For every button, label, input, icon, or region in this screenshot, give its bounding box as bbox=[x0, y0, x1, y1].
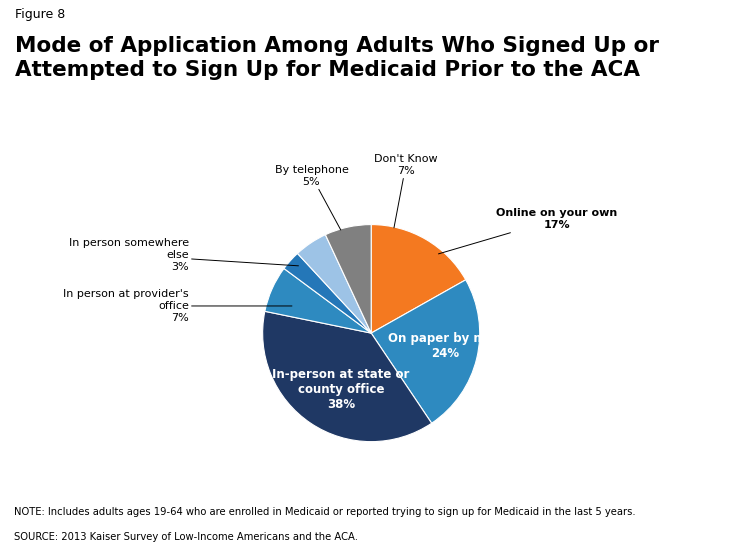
Wedge shape bbox=[371, 225, 466, 333]
Wedge shape bbox=[298, 235, 371, 333]
Wedge shape bbox=[284, 253, 371, 333]
Wedge shape bbox=[371, 280, 480, 423]
Wedge shape bbox=[265, 268, 371, 333]
Text: In person at provider's
office
7%: In person at provider's office 7% bbox=[63, 289, 292, 322]
Text: In-person at state or
county office
38%: In-person at state or county office 38% bbox=[272, 368, 409, 411]
Text: On paper by mail
24%: On paper by mail 24% bbox=[388, 332, 502, 360]
Text: NOTE: Includes adults ages 19-64 who are enrolled in Medicaid or reported trying: NOTE: Includes adults ages 19-64 who are… bbox=[13, 507, 635, 517]
Wedge shape bbox=[262, 311, 431, 442]
Text: FAMILY: FAMILY bbox=[653, 517, 696, 527]
Text: THE HENRY J.: THE HENRY J. bbox=[657, 498, 692, 503]
Text: By telephone
5%: By telephone 5% bbox=[275, 165, 348, 230]
Text: FOUNDATION: FOUNDATION bbox=[656, 532, 692, 537]
Text: Mode of Application Among Adults Who Signed Up or
Attempted to Sign Up for Medic: Mode of Application Among Adults Who Sig… bbox=[15, 36, 659, 80]
Text: In person somewhere
else
3%: In person somewhere else 3% bbox=[68, 239, 298, 272]
Text: SOURCE: 2013 Kaiser Survey of Low-Income Americans and the ACA.: SOURCE: 2013 Kaiser Survey of Low-Income… bbox=[13, 532, 357, 542]
Text: Don't Know
7%: Don't Know 7% bbox=[374, 154, 438, 228]
Text: Figure 8: Figure 8 bbox=[15, 8, 65, 21]
Wedge shape bbox=[326, 225, 371, 333]
Text: KAISER: KAISER bbox=[652, 506, 697, 516]
Text: Online on your own
17%: Online on your own 17% bbox=[439, 208, 617, 254]
